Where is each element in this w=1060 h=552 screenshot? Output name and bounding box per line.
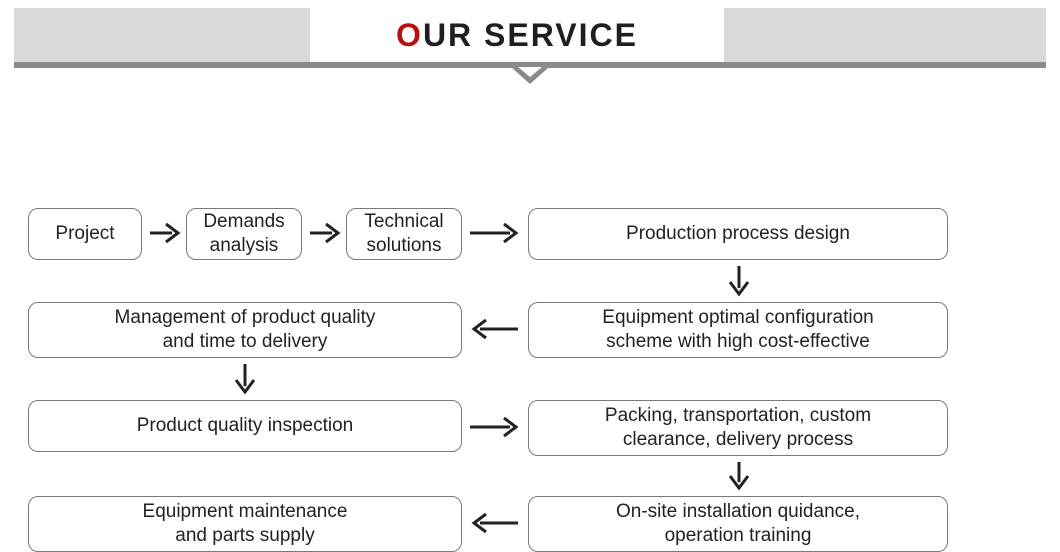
arrow-down-icon — [232, 362, 258, 396]
arrow-right-icon — [148, 220, 182, 246]
node-onsite: On-site installation quidance, operation… — [528, 496, 948, 552]
arrow-down-icon — [726, 460, 752, 492]
page-title: OUR SERVICE — [396, 17, 638, 54]
title-rest: UR SERVICE — [423, 17, 638, 53]
title-first-letter: O — [396, 17, 423, 53]
node-mgmt: Management of product quality and time t… — [28, 302, 462, 358]
arrow-left-icon — [470, 510, 520, 536]
arrow-right-icon — [308, 220, 342, 246]
node-inspect: Product quality inspection — [28, 400, 462, 452]
header-bar: OUR SERVICE — [0, 8, 1060, 70]
arrow-right-icon — [468, 220, 520, 246]
header-bg-right — [724, 8, 1046, 62]
node-project: Project — [28, 208, 142, 260]
flowchart: ProjectDemands analysisTechnical solutio… — [0, 70, 1060, 106]
header-bg-left — [14, 8, 310, 62]
node-maint: Equipment maintenance and parts supply — [28, 496, 462, 552]
node-packing: Packing, transportation, custom clearanc… — [528, 400, 948, 456]
arrow-right-icon — [468, 414, 520, 440]
node-config: Equipment optimal configuration scheme w… — [528, 302, 948, 358]
node-ppd: Production process design — [528, 208, 948, 260]
header-center: OUR SERVICE — [310, 8, 724, 62]
node-demands: Demands analysis — [186, 208, 302, 260]
arrow-left-icon — [470, 316, 520, 342]
node-technical: Technical solutions — [346, 208, 462, 260]
arrow-down-icon — [726, 264, 752, 298]
